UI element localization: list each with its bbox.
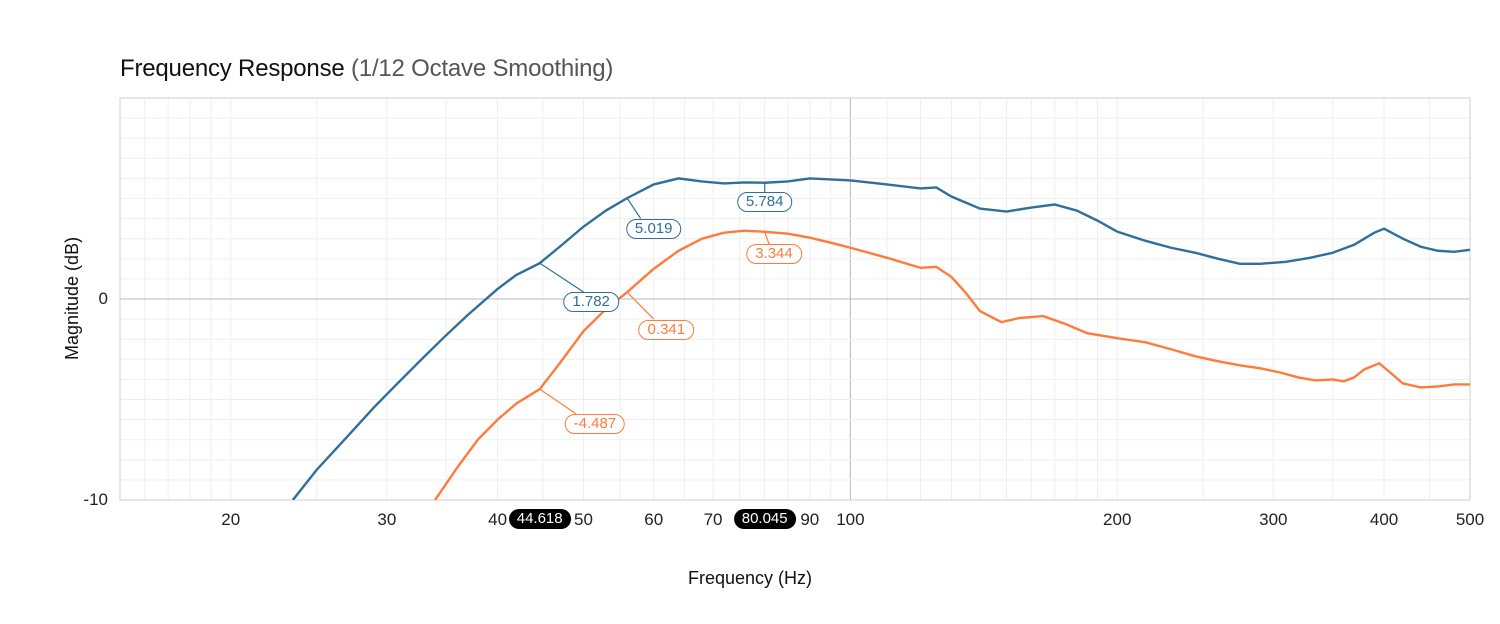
- x-tick-label: 90: [800, 510, 819, 530]
- x-tick-label: 500: [1456, 510, 1484, 530]
- x-tick-label: 100: [836, 510, 864, 530]
- y-tick-label: -10: [83, 490, 108, 510]
- x-tick-label: 30: [377, 510, 396, 530]
- y-tick-label: 0: [99, 289, 108, 309]
- x-tick-label: 70: [704, 510, 723, 530]
- x-tick-label: 20: [221, 510, 240, 530]
- x-tick-label: 40: [488, 510, 507, 530]
- data-callout: 1.782: [563, 292, 619, 312]
- x-tick-label: 200: [1103, 510, 1131, 530]
- data-callout: 0.341: [639, 320, 695, 340]
- data-callout: 5.784: [737, 192, 793, 212]
- data-callout: 3.344: [746, 244, 802, 264]
- x-tick-label: 50: [574, 510, 593, 530]
- chart-stage: Frequency Response (1/12 Octave Smoothin…: [0, 0, 1500, 624]
- x-marker-pill: 80.045: [734, 509, 796, 529]
- data-callout: -4.487: [565, 414, 626, 434]
- x-tick-label: 400: [1370, 510, 1398, 530]
- x-tick-label: 300: [1259, 510, 1287, 530]
- x-tick-label: 60: [644, 510, 663, 530]
- plot-svg: [0, 0, 1500, 624]
- x-marker-pill: 44.618: [509, 509, 571, 529]
- data-callout: 5.019: [626, 219, 682, 239]
